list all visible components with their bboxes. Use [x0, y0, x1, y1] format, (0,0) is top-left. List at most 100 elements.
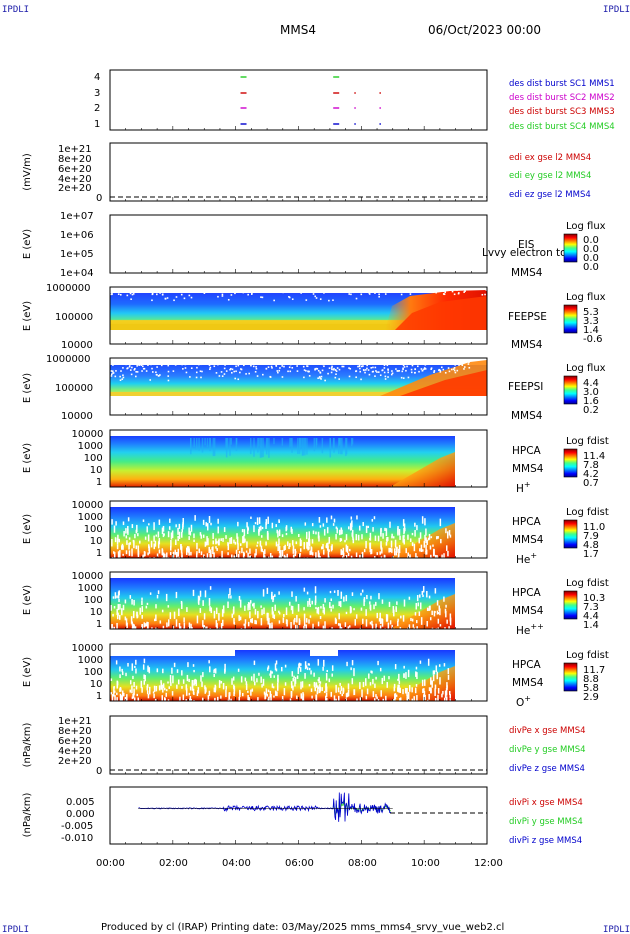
data-gap [406, 700, 409, 709]
noise-pixel [131, 366, 133, 369]
data-gap [394, 693, 396, 701]
data-gap [258, 529, 260, 534]
data-gap [251, 603, 254, 607]
data-gap [441, 693, 443, 698]
noise-pixel [220, 361, 222, 363]
colorbar-scale [563, 375, 578, 405]
data-gap [131, 685, 133, 694]
data-gap [338, 613, 340, 620]
data-gap [190, 698, 192, 701]
data-gap [397, 684, 399, 688]
data-gap [300, 663, 302, 666]
data-gap [376, 612, 378, 619]
data-gap [418, 537, 420, 544]
instrument-label: EIS [518, 239, 535, 251]
data-gap [200, 675, 202, 682]
noise-pixel [251, 292, 253, 294]
data-gap [370, 670, 372, 673]
noise-pixel [234, 292, 236, 295]
noise-pixel [253, 361, 255, 363]
noise-pixel [322, 363, 324, 366]
data-gap [361, 534, 363, 540]
data-gap [280, 556, 282, 565]
data-gap [317, 606, 320, 615]
spectrogram-streak [304, 438, 306, 449]
data-gap [321, 546, 323, 550]
data-gap [419, 660, 422, 664]
noise-pixel [156, 374, 158, 376]
data-gap [110, 678, 113, 681]
data-gap [447, 674, 450, 680]
data-gap [433, 670, 436, 675]
data-gap [367, 525, 369, 529]
colorbar-title: Log fdist [566, 507, 609, 518]
data-gap [177, 679, 180, 685]
data-gap [325, 686, 328, 693]
data-gap [416, 628, 418, 631]
noise-pixel [363, 369, 365, 372]
data-gap [199, 532, 202, 536]
data-gap [398, 545, 401, 554]
data-gap [384, 555, 386, 559]
noise-pixel [209, 366, 212, 369]
data-gap [321, 687, 323, 691]
data-gap [132, 693, 135, 699]
data-gap [314, 600, 317, 606]
noise-pixel [414, 368, 417, 371]
y-tick: 1000 [78, 512, 103, 523]
data-gap [182, 522, 184, 527]
data-gap [396, 546, 398, 553]
data-gap [330, 557, 332, 564]
data-gap [428, 608, 430, 611]
data-gap [258, 517, 261, 524]
data-gap [325, 692, 328, 698]
data-gap [313, 681, 316, 686]
data-gap [117, 534, 119, 541]
data-gap [303, 587, 306, 592]
noise-pixel [394, 361, 397, 363]
data-gap [318, 553, 320, 560]
noise-pixel [397, 362, 400, 364]
data-gap [422, 549, 424, 552]
data-gap [336, 527, 338, 534]
spectrogram-noise [110, 288, 488, 302]
data-gap [353, 668, 355, 677]
data-gap [446, 545, 448, 551]
x-tick-label: 00:00 [96, 858, 125, 869]
noise-pixel [250, 361, 252, 363]
noise-pixel [155, 361, 157, 364]
colorbar-scale [563, 662, 578, 692]
spectrogram-streak [345, 438, 347, 456]
data-gap [323, 549, 325, 555]
panel-burst: 4 3 2 1 des dist burst SC1 MMS1 des dist… [94, 69, 615, 132]
data-gap [194, 678, 196, 685]
data-gap [369, 601, 371, 605]
data-gap [314, 687, 316, 692]
data-gap [165, 692, 167, 697]
spectrogram-noise [110, 361, 471, 382]
data-gap [295, 624, 297, 631]
data-gap [399, 687, 401, 694]
data-gap [377, 660, 379, 666]
noise-pixel [129, 369, 132, 371]
noise-pixel [147, 364, 149, 366]
data-gap [151, 627, 153, 635]
noise-pixel [180, 293, 183, 296]
data-gap [172, 551, 175, 559]
data-gap [385, 542, 388, 546]
y-tick: 100 [84, 453, 103, 464]
noise-pixel [305, 370, 307, 372]
data-gap [156, 668, 159, 673]
data-gap [205, 687, 207, 693]
colorbar-value: 7.8 [583, 460, 599, 471]
noise-pixel [110, 375, 113, 377]
spectrogram-streak [306, 438, 308, 455]
noise-pixel [423, 367, 426, 369]
noise-pixel [139, 290, 141, 293]
data-gap [120, 545, 123, 550]
noise-pixel [227, 298, 230, 301]
data-gap [303, 620, 306, 627]
data-gap [440, 538, 442, 544]
data-gap [154, 618, 156, 622]
noise-pixel [441, 366, 443, 369]
